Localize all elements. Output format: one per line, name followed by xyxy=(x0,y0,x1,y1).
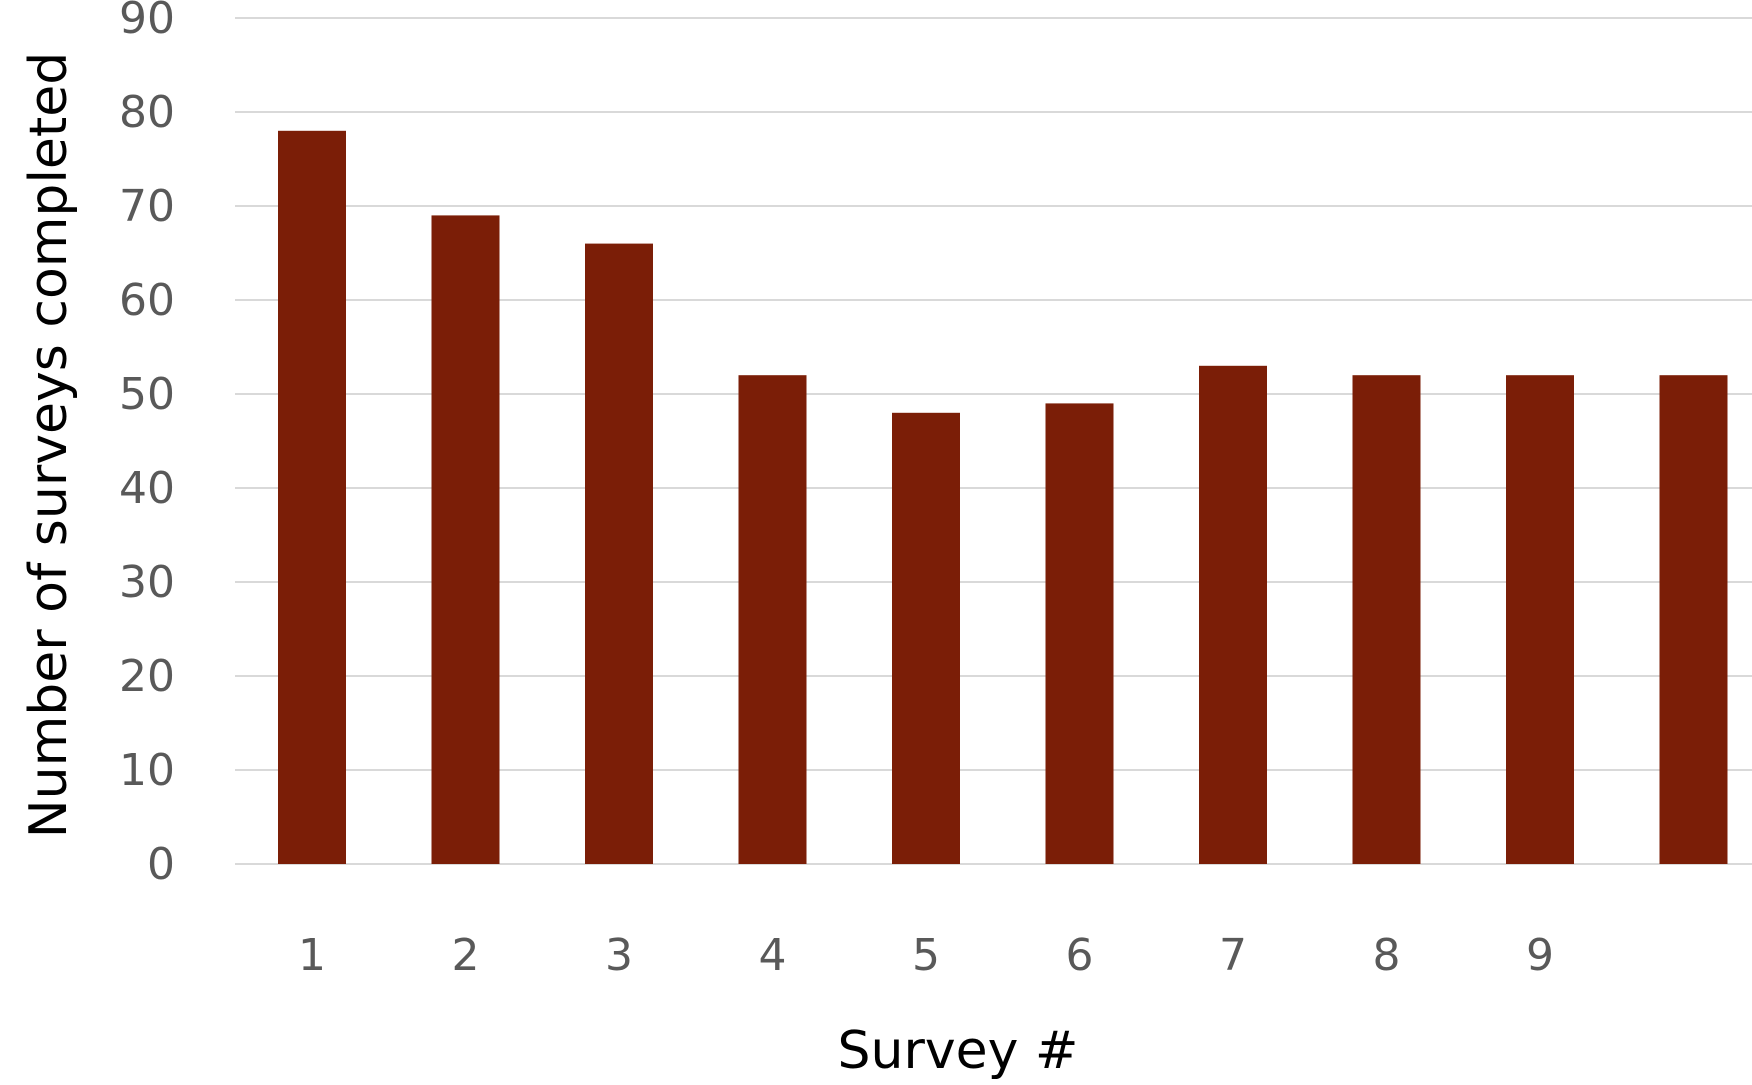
bar xyxy=(1506,375,1574,864)
y-tick-label: 40 xyxy=(119,463,175,514)
y-axis-title: Number of surveys completed xyxy=(19,52,79,839)
bar xyxy=(1199,365,1267,864)
y-axis-ticks: 0 10 20 30 40 50 60 70 80 90 xyxy=(119,0,175,890)
y-tick-label: 20 xyxy=(119,651,175,702)
y-tick-label: 70 xyxy=(119,181,175,232)
x-tick-label: 8 xyxy=(1373,930,1401,981)
bar xyxy=(585,243,653,865)
y-tick-label: 0 xyxy=(147,839,175,890)
x-tick-label: 1 xyxy=(298,930,326,981)
y-tick-label: 10 xyxy=(119,745,175,796)
x-tick-label: 6 xyxy=(1066,930,1094,981)
bar xyxy=(1659,375,1728,864)
y-tick-label: 80 xyxy=(119,87,175,138)
bar xyxy=(278,130,346,865)
x-tick-label: 5 xyxy=(912,930,940,981)
y-tick-label: 50 xyxy=(119,369,175,420)
y-tick-label: 90 xyxy=(119,0,175,44)
x-tick-label: 3 xyxy=(605,930,633,981)
x-tick-label: 2 xyxy=(452,930,480,981)
bar xyxy=(738,375,807,864)
bar xyxy=(431,215,500,864)
x-axis-ticks: 1 2 3 4 5 6 7 8 9 xyxy=(298,930,1554,981)
bar xyxy=(1352,375,1421,864)
y-tick-label: 60 xyxy=(119,275,175,326)
x-tick-label: 4 xyxy=(759,930,787,981)
x-axis-title: Survey # xyxy=(838,1021,1079,1081)
x-tick-label: 9 xyxy=(1526,930,1554,981)
bar xyxy=(892,412,960,864)
bars xyxy=(278,130,1728,865)
x-tick-label: 7 xyxy=(1219,930,1247,981)
bar xyxy=(1045,403,1114,864)
y-tick-label: 30 xyxy=(119,557,175,608)
